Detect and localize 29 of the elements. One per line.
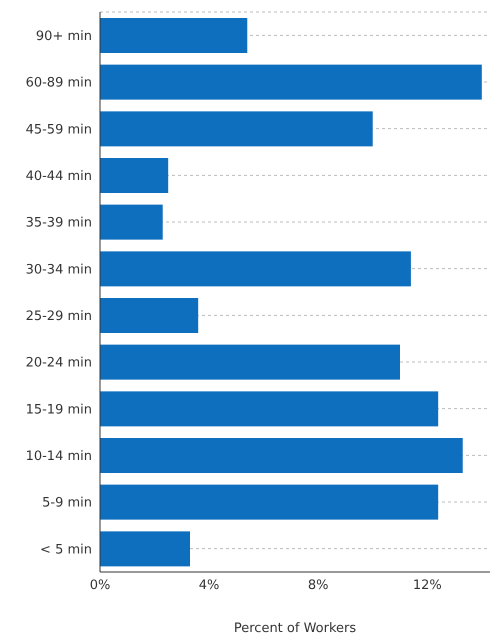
bar — [100, 298, 198, 333]
x-tick-label: 12% — [412, 578, 442, 594]
y-tick-label: 45-59 min — [26, 122, 92, 138]
bar — [100, 251, 411, 286]
y-tick-label: 15-19 min — [26, 402, 92, 418]
bar — [100, 111, 373, 146]
x-axis-title: Percent of Workers — [234, 621, 356, 636]
bar — [100, 344, 400, 380]
x-tick-label: 4% — [198, 578, 220, 594]
y-tick-label: 40-44 min — [26, 168, 92, 184]
y-tick-label: 90+ min — [36, 28, 92, 44]
x-tick-label: 8% — [308, 578, 328, 594]
bar — [100, 484, 438, 520]
bar — [100, 158, 168, 193]
bar — [100, 18, 248, 53]
x-tick-label: 0% — [90, 578, 110, 594]
y-tick-label: 25-29 min — [26, 308, 92, 324]
y-tick-label: 20-24 min — [26, 356, 92, 371]
y-tick-label: 10-14 min — [26, 448, 92, 464]
y-tick-label: 60-89 min — [26, 76, 92, 91]
y-tick-label: < 5 min — [40, 542, 92, 558]
y-tick-label: 30-34 min — [26, 262, 92, 278]
bar — [100, 531, 190, 566]
bar — [100, 438, 463, 473]
bar — [100, 391, 438, 426]
y-tick-label: 35-39 min — [26, 216, 92, 231]
bar — [100, 204, 163, 240]
bar — [100, 64, 482, 100]
y-tick-label: 5-9 min — [42, 496, 92, 511]
